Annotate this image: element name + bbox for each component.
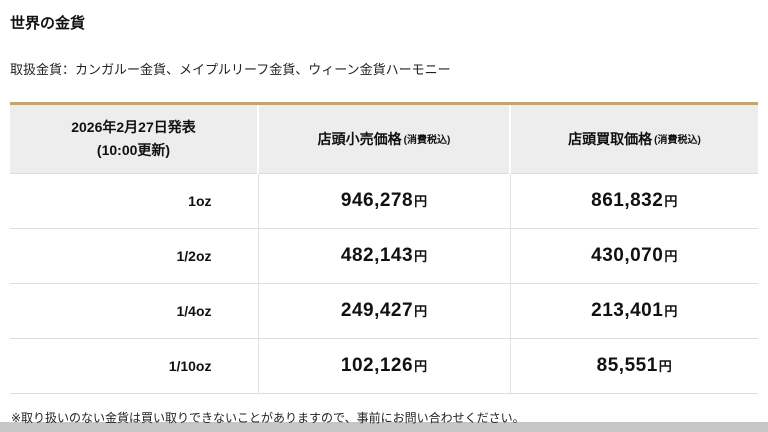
retail-price-value: 946,278 bbox=[340, 190, 414, 211]
gold-coin-price-table: 2026年2月27日発表 (10:00更新) 店頭小売価格 (消費税込) 店頭買取… bbox=[10, 102, 758, 394]
yen-suffix: 円 bbox=[664, 194, 678, 209]
table-row-quarter-oz: 1/4oz 249,427円 213,401円 bbox=[10, 283, 758, 339]
yen-suffix: 円 bbox=[414, 359, 428, 374]
coin-size-cell: 1/10oz bbox=[10, 338, 258, 394]
yen-suffix: 円 bbox=[414, 304, 428, 319]
buy-price-label: 店頭買取価格 bbox=[568, 131, 653, 147]
buy-price-value: 213,401 bbox=[591, 300, 664, 321]
announce-date-text: 2026年2月27日発表 bbox=[71, 118, 196, 135]
yen-suffix: 円 bbox=[664, 304, 678, 319]
page-background-strip bbox=[0, 422, 768, 432]
buy-price-value: 85,551 bbox=[596, 355, 658, 376]
coin-size-cell: 1oz bbox=[10, 173, 258, 229]
header-retail-price: 店頭小売価格 (消費税込) bbox=[257, 103, 510, 174]
yen-suffix: 円 bbox=[414, 249, 428, 264]
coin-size-cell: 1/2oz bbox=[10, 228, 258, 284]
buy-price-value: 430,070 bbox=[591, 245, 664, 266]
retail-price-value: 249,427 bbox=[340, 300, 414, 321]
yen-suffix: 円 bbox=[664, 249, 678, 264]
buy-price-cell: 213,401円 bbox=[509, 283, 758, 339]
footer-note: ※取り扱いのない金貨は買い取りできないことがありますので、事前にお問い合わせくだ… bbox=[11, 411, 525, 425]
retail-price-cell: 102,126円 bbox=[257, 338, 510, 394]
header-buy-price: 店頭買取価格 (消費税込) bbox=[509, 103, 758, 174]
buy-price-value: 861,832 bbox=[591, 190, 664, 211]
coin-size-cell: 1/4oz bbox=[10, 283, 258, 339]
yen-suffix: 円 bbox=[658, 359, 672, 374]
table-row-tenth-oz: 1/10oz 102,126円 85,551円 bbox=[10, 338, 758, 394]
retail-price-label: 店頭小売価格 bbox=[317, 131, 402, 147]
retail-price-cell: 249,427円 bbox=[257, 283, 510, 339]
header-announce-date: 2026年2月27日発表 (10:00更新) bbox=[10, 103, 258, 174]
page-title: 世界の金貨 bbox=[10, 15, 86, 32]
yen-suffix: 円 bbox=[414, 194, 428, 209]
retail-price-cell: 482,143円 bbox=[257, 228, 510, 284]
retail-price-cell: 946,278円 bbox=[257, 173, 510, 229]
table-row-half-oz: 1/2oz 482,143円 430,070円 bbox=[10, 228, 758, 284]
update-time-text: (10:00更新) bbox=[96, 142, 171, 158]
buy-price-cell: 861,832円 bbox=[509, 173, 758, 229]
handled-coins-text: 取扱金貨：カンガルー金貨、メイプルリーフ金貨、ウィーン金貨ハーモニー bbox=[10, 62, 451, 77]
buy-price-cell: 85,551円 bbox=[509, 338, 758, 394]
retail-price-value: 482,143 bbox=[340, 245, 414, 266]
retail-tax-note: (消費税込) bbox=[403, 135, 451, 146]
table-header-row: 2026年2月27日発表 (10:00更新) 店頭小売価格 (消費税込) 店頭買取… bbox=[10, 103, 758, 174]
table-row-1oz: 1oz 946,278円 861,832円 bbox=[10, 173, 758, 229]
retail-price-value: 102,126 bbox=[340, 355, 414, 376]
buy-tax-note: (消費税込) bbox=[654, 135, 701, 146]
buy-price-cell: 430,070円 bbox=[509, 228, 758, 284]
